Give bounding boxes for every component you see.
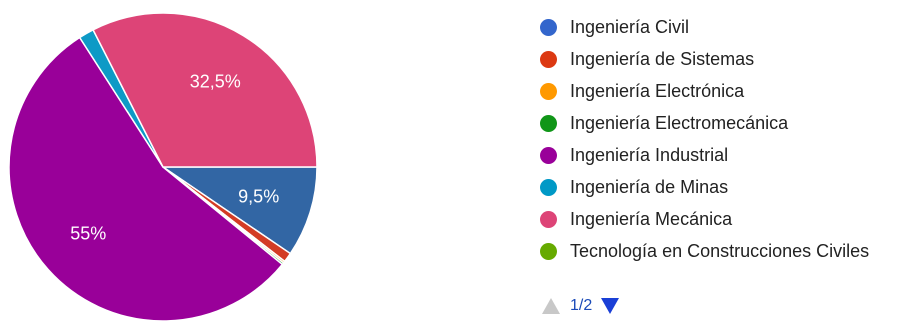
legend-item-5: Ingeniería de Minas bbox=[540, 171, 869, 203]
legend-item-2: Ingeniería Electrónica bbox=[540, 75, 869, 107]
pager-up-arrow-icon bbox=[542, 298, 560, 314]
legend-label: Ingeniería Electromecánica bbox=[570, 112, 789, 133]
legend-swatch-icon bbox=[540, 146, 557, 164]
legend-item-7: Tecnología en Construcciones Civiles bbox=[540, 235, 869, 267]
pie-slice-label-4: 55% bbox=[70, 224, 106, 244]
legend-label: Ingeniería Mecánica bbox=[570, 208, 733, 229]
legend-label: Ingeniería de Sistemas bbox=[570, 48, 755, 69]
pager-page-indicator: 1/2 bbox=[570, 297, 593, 314]
pie-slice-4 bbox=[8, 36, 284, 322]
pie-slice-0 bbox=[160, 166, 318, 255]
legend-label: Ingeniería Civil bbox=[570, 16, 690, 37]
legend-label: Tecnología en Construcciones Civiles bbox=[570, 240, 870, 261]
legend-swatch-icon bbox=[540, 50, 557, 68]
legend-pager: 1/2 bbox=[542, 297, 620, 315]
legend-swatch-icon bbox=[540, 82, 557, 100]
legend-item-1: Ingeniería de Sistemas bbox=[540, 43, 869, 75]
legend-label: Ingeniería Electrónica bbox=[570, 80, 745, 101]
legend-item-0: Ingeniería Civil bbox=[540, 11, 869, 43]
chart-legend: Ingeniería Civil Ingeniería de Sistemas In… bbox=[540, 11, 869, 267]
legend-item-3: Ingeniería Electromecánica bbox=[540, 107, 869, 139]
legend-swatch-icon bbox=[540, 210, 557, 228]
pie-slice-label-6: 32,5% bbox=[190, 72, 241, 92]
legend-swatch-icon bbox=[540, 178, 557, 196]
legend-swatch-icon bbox=[540, 242, 557, 260]
legend-label: Ingeniería de Minas bbox=[570, 176, 729, 197]
legend-swatch-icon bbox=[540, 18, 557, 36]
pie-slice-label-0: 9,5% bbox=[238, 186, 279, 206]
legend-item-4: Ingeniería Industrial bbox=[540, 139, 869, 171]
legend-item-6: Ingeniería Mecánica bbox=[540, 203, 869, 235]
pie-slice-6 bbox=[92, 12, 318, 168]
legend-swatch-icon bbox=[540, 114, 557, 132]
pie-chart: 9,5% 55% 32,5% bbox=[8, 12, 318, 322]
legend-label: Ingeniería Industrial bbox=[570, 144, 729, 165]
pager-down-arrow-icon[interactable] bbox=[601, 298, 620, 314]
